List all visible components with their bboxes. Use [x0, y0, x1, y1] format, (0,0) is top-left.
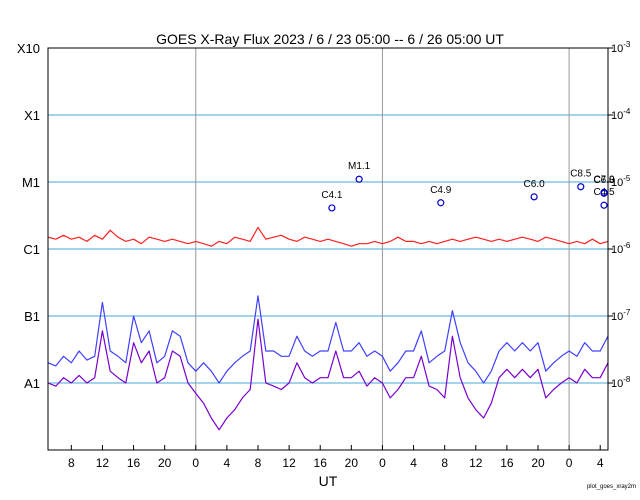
- flare-marker: [355, 175, 363, 183]
- flare-label: C6.0: [524, 179, 546, 190]
- left-axis-label: X10: [17, 41, 40, 56]
- x-axis-tick-label: 8: [68, 456, 75, 470]
- x-axis-tick-label: 12: [469, 456, 483, 470]
- flare-label: C8.5: [570, 169, 592, 180]
- flare-marker: [530, 193, 538, 201]
- x-axis-tick-label: 8: [255, 456, 262, 470]
- flare-markers: C4.1 M1.1 C4.9 C6.0 C8.5C4.5C6.8C7.0: [321, 161, 615, 212]
- axes: X10 X1 M1 C1 B1 A1 10-3 10-4 10-5 10-6 10-7 10-8 8 12…: [17, 40, 631, 470]
- flare-marker: [437, 199, 445, 207]
- flare-label: C4.9: [430, 185, 452, 196]
- left-axis-label: A1: [24, 376, 40, 391]
- right-axis-label: 10-4: [611, 107, 631, 122]
- flare-label: C4.1: [321, 190, 343, 201]
- x-axis-tick-label: 4: [410, 456, 417, 470]
- x-axis-tick-label: 20: [158, 456, 172, 470]
- flare-label: C7.0: [593, 174, 615, 185]
- grid-lines: [48, 47, 608, 450]
- flare-marker: [600, 201, 608, 209]
- x-axis-tick-label: 8: [441, 456, 448, 470]
- flare-label: M1.1: [348, 161, 371, 172]
- flux-series-line: [47, 226, 609, 247]
- left-axis-label: X1: [24, 108, 40, 123]
- x-axis-tick-label: 16: [500, 456, 514, 470]
- right-axis-label: 10-5: [611, 174, 631, 189]
- flux-series: [47, 226, 609, 431]
- x-axis-tick-label: 12: [96, 456, 110, 470]
- flare-marker: [600, 188, 608, 196]
- x-axis-tick-label: 20: [531, 456, 545, 470]
- chart-title: GOES X-Ray Flux 2023 / 6 / 23 05:00 -- 6…: [156, 31, 504, 47]
- flare-marker: [328, 204, 336, 212]
- flare-label: C4.5: [593, 187, 615, 198]
- flux-series-line: [47, 295, 609, 384]
- right-axis-label: 10-7: [611, 308, 631, 323]
- flare-label: C6.8: [593, 175, 615, 186]
- x-axis-tick-label: 16: [314, 456, 328, 470]
- x-axis-tick-label: 20: [345, 456, 359, 470]
- x-axis-tick-label: 4: [597, 456, 604, 470]
- x-axis-tick-label: 4: [224, 456, 231, 470]
- left-axis-label: M1: [22, 175, 40, 190]
- left-axis-label: C1: [23, 242, 40, 257]
- right-axis-label: 10-3: [611, 40, 631, 55]
- x-axis-tick-label: 12: [282, 456, 296, 470]
- plot-credit: plot_goes_xray2m: [587, 484, 636, 490]
- x-axis-tick-label: 16: [127, 456, 141, 470]
- left-axis-label: B1: [24, 309, 40, 324]
- x-axis-tick-label: 0: [192, 456, 199, 470]
- flux-series-line: [47, 318, 609, 431]
- x-axis-tick-label: 0: [566, 456, 573, 470]
- right-axis-label: 10-8: [611, 375, 631, 390]
- x-axis-label: UT: [319, 473, 338, 489]
- x-axis-tick-label: 0: [379, 456, 386, 470]
- flare-marker: [577, 183, 585, 191]
- right-axis-label: 10-6: [611, 241, 631, 256]
